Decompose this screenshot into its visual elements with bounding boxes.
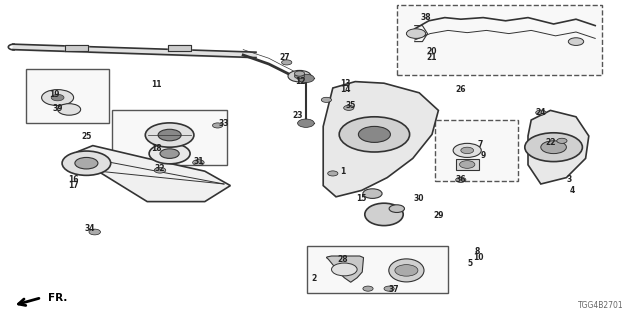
Circle shape xyxy=(536,110,546,115)
Circle shape xyxy=(332,263,357,276)
Circle shape xyxy=(363,286,373,291)
Text: 2: 2 xyxy=(311,274,316,283)
Circle shape xyxy=(363,189,382,198)
Text: 1: 1 xyxy=(340,167,345,176)
Circle shape xyxy=(344,105,354,110)
Text: FR.: FR. xyxy=(48,293,67,303)
Circle shape xyxy=(525,133,582,162)
Text: 4: 4 xyxy=(570,186,575,195)
FancyBboxPatch shape xyxy=(307,246,448,293)
Text: 22: 22 xyxy=(545,138,556,147)
Text: 17: 17 xyxy=(68,181,79,190)
Circle shape xyxy=(406,29,426,38)
Circle shape xyxy=(149,143,190,164)
FancyBboxPatch shape xyxy=(435,120,518,181)
Circle shape xyxy=(288,70,311,82)
Circle shape xyxy=(89,229,100,235)
Circle shape xyxy=(298,119,314,127)
Circle shape xyxy=(145,123,194,147)
Ellipse shape xyxy=(365,203,403,226)
Text: 10: 10 xyxy=(474,253,484,262)
Circle shape xyxy=(160,149,179,158)
Circle shape xyxy=(384,286,394,291)
Circle shape xyxy=(339,117,410,152)
Text: 25: 25 xyxy=(81,132,92,140)
Text: 7: 7 xyxy=(477,140,483,148)
Text: 23: 23 xyxy=(292,111,303,120)
Circle shape xyxy=(42,90,74,106)
Circle shape xyxy=(358,126,390,142)
Circle shape xyxy=(282,60,292,65)
Text: 20: 20 xyxy=(427,47,437,56)
Text: 27: 27 xyxy=(280,53,290,62)
Text: 30: 30 xyxy=(414,194,424,203)
Text: 29: 29 xyxy=(433,212,444,220)
Circle shape xyxy=(541,141,566,154)
Text: 33: 33 xyxy=(219,119,229,128)
Text: 11: 11 xyxy=(152,80,162,89)
Text: 9: 9 xyxy=(481,151,486,160)
Circle shape xyxy=(294,74,305,79)
Text: 36: 36 xyxy=(456,175,466,184)
Text: 39: 39 xyxy=(52,104,63,113)
Text: 21: 21 xyxy=(427,53,437,62)
Polygon shape xyxy=(168,45,191,51)
Circle shape xyxy=(321,97,332,102)
Circle shape xyxy=(568,38,584,45)
Text: 32: 32 xyxy=(155,164,165,172)
Circle shape xyxy=(389,205,404,212)
Circle shape xyxy=(212,123,223,128)
Polygon shape xyxy=(528,110,589,184)
Circle shape xyxy=(51,94,64,101)
Circle shape xyxy=(158,129,181,141)
Circle shape xyxy=(453,143,481,157)
Circle shape xyxy=(75,157,98,169)
Text: 38: 38 xyxy=(420,13,431,22)
Circle shape xyxy=(193,160,204,165)
Circle shape xyxy=(298,74,314,83)
Text: 15: 15 xyxy=(356,194,367,203)
Text: 24: 24 xyxy=(536,108,546,116)
FancyBboxPatch shape xyxy=(26,69,109,123)
Circle shape xyxy=(460,161,475,168)
Text: 12: 12 xyxy=(296,77,306,86)
Text: 31: 31 xyxy=(193,157,204,166)
Text: 34: 34 xyxy=(84,224,95,233)
Polygon shape xyxy=(77,146,230,202)
Text: 14: 14 xyxy=(340,85,351,94)
Text: 26: 26 xyxy=(456,85,466,94)
Circle shape xyxy=(62,151,111,175)
Circle shape xyxy=(456,177,466,182)
Circle shape xyxy=(294,71,305,76)
Text: 19: 19 xyxy=(49,90,60,99)
Text: 8: 8 xyxy=(474,247,479,256)
Circle shape xyxy=(395,265,418,276)
Text: 3: 3 xyxy=(567,175,572,184)
Circle shape xyxy=(154,167,166,173)
Circle shape xyxy=(328,171,338,176)
Text: 5: 5 xyxy=(468,260,473,268)
FancyBboxPatch shape xyxy=(112,110,227,165)
Polygon shape xyxy=(65,45,88,51)
Circle shape xyxy=(557,138,567,143)
Text: 18: 18 xyxy=(152,144,162,153)
Ellipse shape xyxy=(388,259,424,282)
Bar xyxy=(456,159,479,170)
Circle shape xyxy=(461,147,474,154)
Polygon shape xyxy=(326,256,364,282)
Text: TGG4B2701: TGG4B2701 xyxy=(579,301,624,310)
Text: 16: 16 xyxy=(68,175,79,184)
Text: 13: 13 xyxy=(340,79,351,88)
Circle shape xyxy=(58,104,81,115)
Text: 35: 35 xyxy=(346,101,356,110)
Text: 28: 28 xyxy=(337,255,348,264)
Text: 37: 37 xyxy=(388,285,399,294)
FancyBboxPatch shape xyxy=(397,5,602,75)
Polygon shape xyxy=(323,82,438,197)
